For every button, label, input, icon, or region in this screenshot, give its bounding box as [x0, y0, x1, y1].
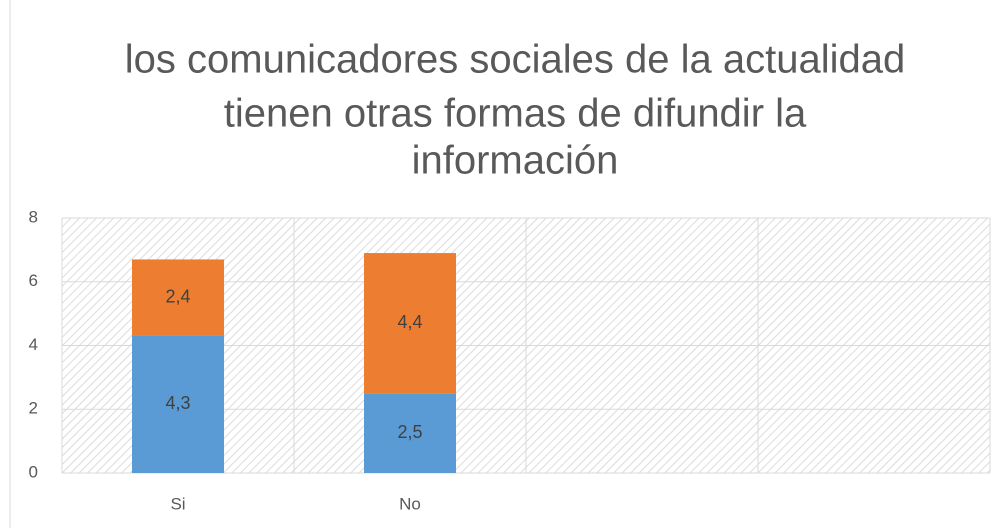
bar-segment: [132, 259, 224, 336]
y-tick-label: 6: [29, 271, 38, 290]
bar-segment: [364, 253, 456, 394]
y-tick-label: 0: [29, 462, 38, 481]
bar-segment: [132, 335, 224, 473]
x-tick-label: Si: [170, 494, 185, 513]
chart-title: tienen otras formas de difundir la: [224, 92, 807, 136]
y-tick-label: 4: [29, 335, 38, 354]
chart-title: los comunicadores sociales de la actuali…: [125, 38, 905, 82]
bar-segment: [364, 393, 456, 473]
data-label: 4,4: [397, 312, 422, 332]
y-tick-label: 8: [29, 207, 38, 226]
data-label: 4,3: [165, 393, 190, 413]
x-tick-label: No: [399, 494, 421, 513]
chart-title: información: [412, 139, 619, 183]
y-tick-label: 2: [29, 399, 38, 418]
data-label: 2,5: [397, 422, 422, 442]
data-label: 2,4: [165, 286, 190, 306]
